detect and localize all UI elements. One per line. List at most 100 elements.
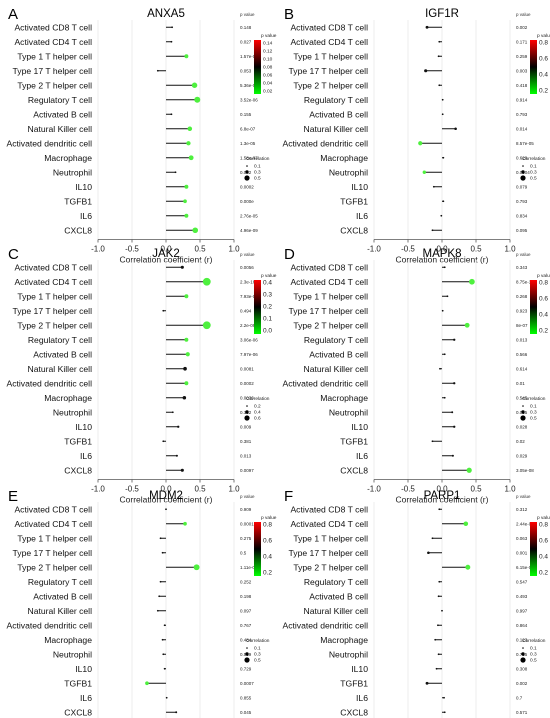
x-tick-label: -0.5 xyxy=(401,245,415,254)
lollipop-point xyxy=(158,595,161,598)
lollipop-point xyxy=(187,126,193,132)
colorbar-label: p value xyxy=(261,273,277,279)
pvalue-label: 0.0002 xyxy=(240,184,254,189)
pvalue-header: p value xyxy=(240,494,255,499)
category-label: Activated CD4 T cell xyxy=(290,37,368,47)
colorbar-tick-label: 0.4 xyxy=(263,554,272,561)
size-legend-dot xyxy=(520,175,526,181)
pvalue-label: 0.484 xyxy=(240,637,252,642)
x-tick-label: -1.0 xyxy=(91,485,105,494)
pvalue-label: 1.58e-07 xyxy=(240,155,258,160)
size-legend-title: Correlation xyxy=(246,156,270,162)
lollipop-point xyxy=(418,141,423,146)
category-label: IL10 xyxy=(351,664,368,674)
pvalue-label: 0.381 xyxy=(240,439,252,444)
category-label: Natural Killer cell xyxy=(304,364,369,374)
x-axis-label: Correlation coefficient (r) xyxy=(120,495,213,505)
category-label: Type 2 T helper cell xyxy=(17,320,92,330)
pvalue-label: 0.000e xyxy=(240,199,254,204)
pvalue-label: 0.312 xyxy=(516,507,528,512)
colorbar-tick-label: 0.8 xyxy=(539,40,548,47)
pvalue-label: 0.909 xyxy=(240,507,252,512)
size-legend-dot xyxy=(520,415,526,421)
category-label: Activated CD4 T cell xyxy=(14,37,92,47)
category-label: Activated CD8 T cell xyxy=(14,262,92,272)
pvalue-label: 0.002 xyxy=(516,681,528,686)
lollipop-point xyxy=(183,199,187,204)
colorbar-tick-label: 0.0 xyxy=(263,328,272,335)
lollipop-point xyxy=(159,537,162,540)
lollipop-point xyxy=(184,184,189,189)
category-label: Macrophage xyxy=(320,153,368,163)
size-legend-dot xyxy=(246,165,248,167)
lollipop-point xyxy=(432,185,435,188)
pvalue-label: 0.614 xyxy=(516,366,528,371)
colorbar-label: p value xyxy=(261,515,277,521)
pvalue-label: 0.729 xyxy=(240,666,252,671)
category-label: TGFB1 xyxy=(340,196,368,206)
size-legend-title: Correlation xyxy=(522,638,546,644)
category-label: Type 1 T helper cell xyxy=(17,51,92,61)
panel-title: MAPK8 xyxy=(423,248,462,260)
colorbar-tick-label: 0.2 xyxy=(263,304,272,311)
lollipop-point xyxy=(170,113,173,116)
colorbar-tick-label: 0.14 xyxy=(263,41,273,47)
lollipop-point xyxy=(443,353,446,356)
lollipop-point xyxy=(437,624,439,627)
panel-mdm2: E MDM2 -1.0 -0.5 0.0 0.5 1.0 Correlation coeffi… xyxy=(6,488,277,718)
colorbar-tick-label: 0.2 xyxy=(539,570,548,577)
pvalue-label: 5.36e-06 xyxy=(240,83,258,88)
lollipop-point xyxy=(171,411,174,414)
x-tick-label: -1.0 xyxy=(91,245,105,254)
pvalue-label: 7.93e-06 xyxy=(240,294,258,299)
lollipop-point xyxy=(441,609,443,612)
category-label: IL6 xyxy=(80,451,92,461)
pvalue-label: 0.418 xyxy=(516,83,528,88)
size-legend-dot xyxy=(521,410,525,414)
colorbar-tick-label: 0.02 xyxy=(263,89,273,95)
lollipop-point xyxy=(180,468,184,472)
pvalue-label: 0.028 xyxy=(516,424,528,429)
pvalue-label: 0.095 xyxy=(516,228,528,233)
pvalue-label: 0.923 xyxy=(516,308,528,313)
lollipop-point xyxy=(438,84,441,87)
colorbar-tick-label: 0.2 xyxy=(263,570,272,577)
lollipop-point xyxy=(184,213,189,218)
pvalue-label: 0.864 xyxy=(516,623,528,628)
lollipop-point xyxy=(442,156,445,159)
size-legend-label: 0.2 xyxy=(254,404,261,410)
x-tick-label: 0.0 xyxy=(160,485,172,494)
lollipop-point xyxy=(175,454,178,457)
category-label: Activated CD4 T cell xyxy=(290,277,368,287)
colorbar xyxy=(530,40,537,94)
category-label: Activated CD8 T cell xyxy=(290,504,368,514)
panel-letter: D xyxy=(284,246,295,263)
lollipop-point xyxy=(446,295,449,298)
category-label: Activated B cell xyxy=(33,349,92,359)
lollipop-point xyxy=(424,69,428,73)
lollipop-point xyxy=(466,467,472,473)
panel-letter: A xyxy=(8,6,18,23)
lollipop-point xyxy=(440,214,443,217)
x-tick-label: -0.5 xyxy=(125,485,139,494)
size-legend-label: 0.5 xyxy=(254,658,261,664)
pvalue-label: 2.76e-05 xyxy=(240,213,258,218)
category-label: Type 2 T helper cell xyxy=(17,562,92,572)
colorbar xyxy=(530,522,537,576)
size-legend-label: 0.6 xyxy=(254,416,261,422)
category-label: Type 17 T helper cell xyxy=(13,548,93,558)
size-legend-title: Correlation xyxy=(246,638,270,644)
pvalue-label: 0.547 xyxy=(516,579,528,584)
category-label: IL6 xyxy=(356,693,368,703)
lollipop-point xyxy=(425,25,429,29)
category-label: Type 17 T helper cell xyxy=(289,66,369,76)
category-label: IL6 xyxy=(356,211,368,221)
lollipop-point xyxy=(469,278,475,285)
category-label: TGFB1 xyxy=(64,196,92,206)
size-legend-dot xyxy=(244,415,250,421)
colorbar-tick-label: 0.6 xyxy=(539,296,548,303)
pvalue-label: 0.0081 xyxy=(240,366,254,371)
lollipop-point xyxy=(162,440,165,443)
pvalue-label: 0.0007 xyxy=(240,681,254,686)
category-label: Neutrophil xyxy=(329,649,368,659)
